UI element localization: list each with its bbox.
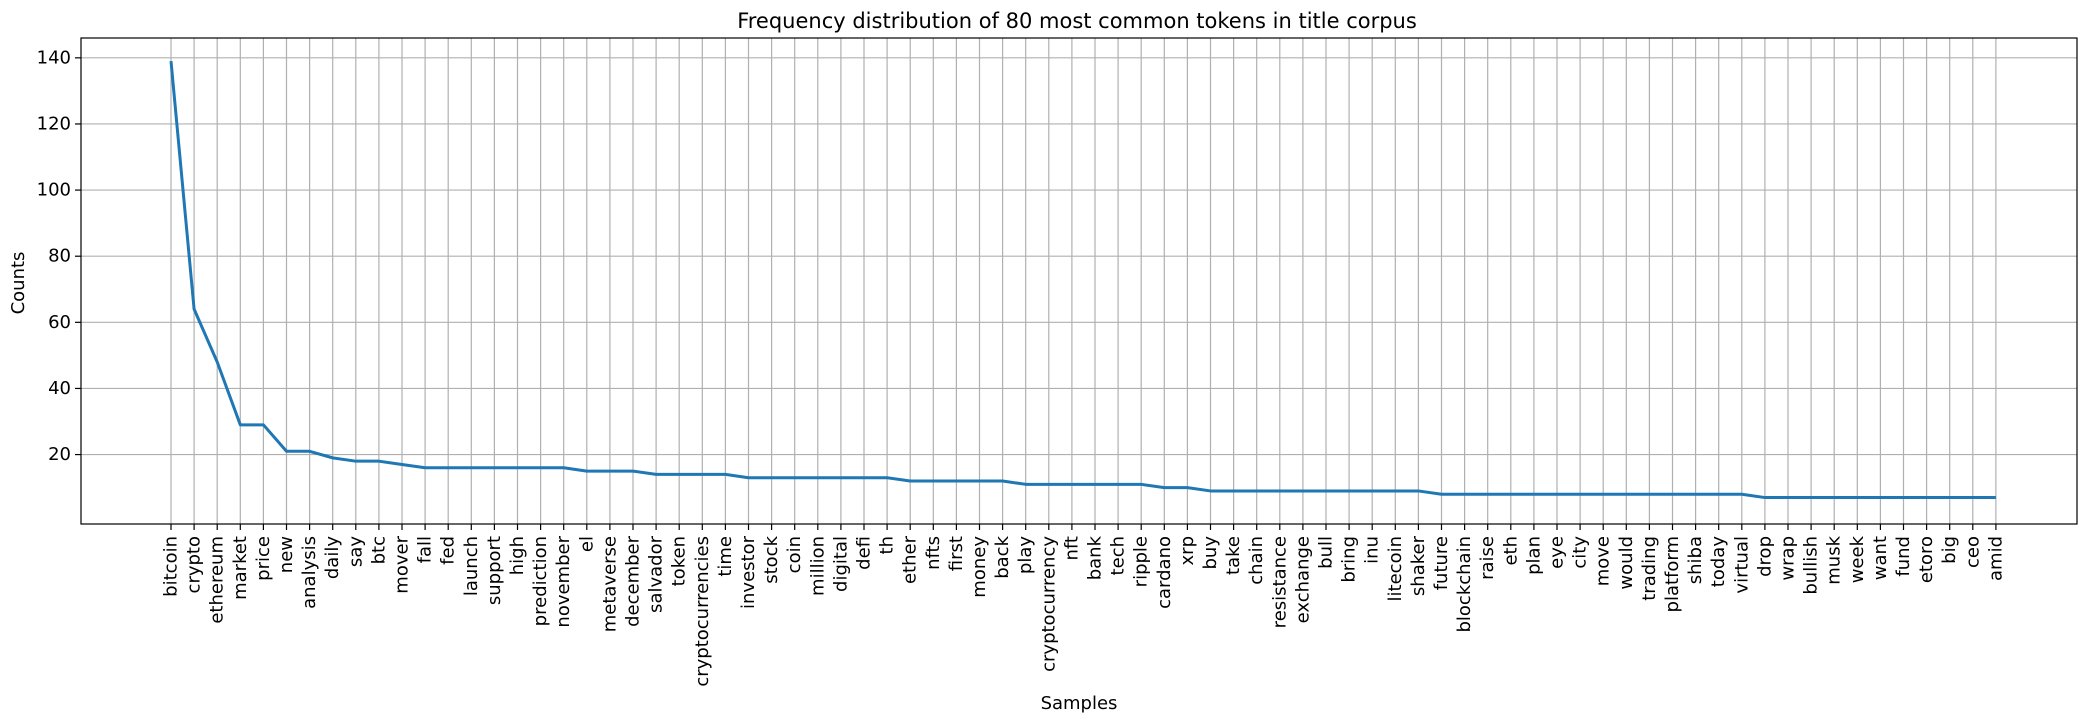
x-tick-label: would	[1616, 536, 1637, 590]
x-tick-label: big	[1939, 536, 1960, 564]
x-tick-label: play	[1015, 536, 1036, 574]
tick-labels: bitcoin crypto ethereum market price new analy…	[37, 47, 2007, 686]
x-axis-label: Samples	[1041, 693, 1118, 714]
y-tick-label: 80	[48, 246, 71, 267]
x-tick-label: fund	[1893, 536, 1914, 577]
x-tick-label: plan	[1523, 536, 1544, 575]
y-tick-label: 100	[37, 180, 71, 201]
x-tick-label: ethereum	[207, 536, 228, 624]
x-tick-label: analysis	[299, 536, 320, 609]
x-tick-label: fall	[415, 536, 436, 563]
x-tick-label: tech	[1108, 536, 1129, 575]
x-tick-label: first	[946, 536, 967, 571]
x-tick-label: back	[992, 535, 1013, 578]
x-tick-label: exchange	[1292, 536, 1313, 623]
grid	[81, 38, 2077, 524]
x-tick-label: eth	[1500, 536, 1521, 566]
x-tick-label: prediction	[530, 536, 551, 626]
x-tick-label: raise	[1477, 536, 1498, 580]
x-tick-label: bullish	[1801, 536, 1822, 595]
x-tick-label: high	[507, 536, 528, 575]
x-tick-label: future	[1431, 536, 1452, 590]
x-tick-label: november	[553, 535, 574, 627]
x-tick-label: week	[1847, 535, 1868, 583]
x-tick-label: fed	[438, 536, 459, 565]
x-tick-label: today	[1708, 536, 1729, 588]
x-tick-label: cardano	[1154, 536, 1175, 609]
x-tick-label: bank	[1085, 535, 1106, 580]
x-tick-label: say	[345, 536, 366, 567]
axis-ticks	[75, 57, 1997, 530]
x-tick-label: time	[715, 536, 736, 577]
x-tick-label: cryptocurrencies	[692, 536, 713, 687]
x-tick-label: digital	[830, 536, 851, 592]
x-tick-label: daily	[322, 536, 343, 579]
x-tick-label: bring	[1339, 536, 1360, 583]
x-tick-label: investor	[738, 535, 759, 609]
chart-title: Frequency distribution of 80 most common…	[737, 9, 1417, 33]
x-tick-label: xrp	[1177, 536, 1198, 565]
x-tick-label: stock	[761, 535, 782, 583]
x-tick-label: ether	[900, 535, 921, 584]
x-tick-label: btc	[368, 536, 389, 564]
x-tick-label: ripple	[1131, 536, 1152, 587]
x-tick-label: nft	[1061, 536, 1082, 561]
x-tick-label: blockchain	[1454, 536, 1475, 633]
x-tick-label: buy	[1200, 536, 1221, 570]
x-tick-label: resistance	[1269, 536, 1290, 628]
x-tick-label: coin	[784, 536, 805, 573]
x-tick-label: wrap	[1778, 536, 1799, 581]
x-tick-label: launch	[461, 536, 482, 596]
x-tick-label: price	[253, 536, 274, 581]
x-tick-label: million	[807, 536, 828, 596]
x-tick-label: ceo	[1962, 536, 1983, 568]
x-tick-label: money	[969, 536, 990, 598]
x-tick-label: nfts	[923, 536, 944, 570]
x-tick-label: litecoin	[1385, 536, 1406, 601]
x-tick-label: el	[576, 536, 597, 552]
x-tick-label: want	[1870, 536, 1891, 580]
x-tick-label: new	[276, 536, 297, 573]
y-tick-label: 40	[48, 378, 71, 399]
x-tick-label: salvador	[646, 535, 667, 613]
x-tick-label: mover	[392, 535, 413, 593]
x-tick-label: amid	[1985, 536, 2006, 581]
x-tick-label: trading	[1639, 536, 1660, 601]
x-tick-label: bull	[1316, 536, 1337, 569]
x-tick-label: december	[623, 535, 644, 627]
x-tick-label: token	[669, 536, 690, 586]
x-tick-label: musk	[1824, 535, 1845, 584]
x-tick-label: drop	[1754, 536, 1775, 577]
x-tick-label: defi	[854, 536, 875, 570]
x-tick-label: market	[230, 536, 251, 600]
x-tick-label: chain	[1246, 536, 1267, 585]
x-tick-label: virtual	[1731, 536, 1752, 594]
x-tick-label: crypto	[184, 536, 205, 593]
x-tick-label: etoro	[1916, 536, 1937, 583]
x-tick-label: city	[1570, 536, 1591, 569]
x-tick-label: metaverse	[599, 536, 620, 632]
y-axis-label: Counts	[8, 252, 29, 315]
y-tick-label: 20	[48, 444, 71, 465]
x-tick-label: shiba	[1685, 536, 1706, 584]
x-tick-label: support	[484, 536, 505, 605]
x-tick-label: platform	[1662, 536, 1683, 612]
y-tick-label: 60	[48, 312, 71, 333]
x-tick-label: bitcoin	[161, 536, 182, 597]
x-tick-label: cryptocurrency	[1038, 536, 1059, 672]
x-tick-label: eye	[1547, 536, 1568, 569]
x-tick-label: th	[877, 536, 898, 554]
y-tick-label: 140	[37, 47, 71, 68]
series-line	[169, 61, 1996, 500]
y-tick-label: 120	[37, 113, 71, 134]
x-tick-label: take	[1223, 536, 1244, 575]
plot-area	[80, 37, 2078, 525]
x-tick-label: move	[1593, 536, 1614, 586]
x-tick-label: inu	[1362, 536, 1383, 564]
x-tick-label: shaker	[1408, 535, 1429, 596]
